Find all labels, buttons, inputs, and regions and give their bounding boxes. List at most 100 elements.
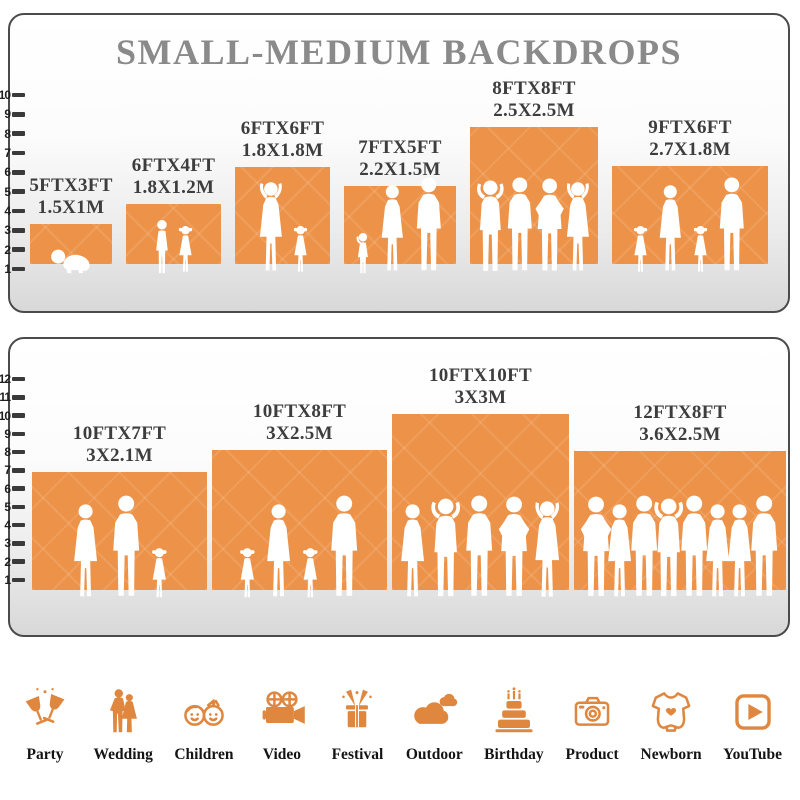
backdrop-cell: 7FTX5FT 2.2X1.5M (344, 137, 456, 264)
backdrop-size-ft: 7FTX5FT (358, 137, 442, 159)
backdrop-swatch (612, 166, 768, 264)
category-item-product: Product (565, 685, 619, 764)
ruler-tick: 7 (0, 146, 25, 160)
ruler-tick-label: 6 (4, 165, 11, 180)
backdrop-cell: 9FTX6FT 2.7X1.8M (612, 117, 768, 264)
backdrop-size-m: 3.6X2.5M (639, 423, 721, 445)
people-silhouettes (392, 494, 569, 600)
category-item-youtube: YouTube (723, 685, 782, 764)
ruler-tick: 5 (0, 500, 25, 514)
backdrop-cell: 8FTX8FT 2.5X2.5M (470, 78, 598, 264)
man-silhouette (411, 176, 447, 274)
children-icon (177, 685, 231, 739)
ruler-tick-label: 11 (0, 390, 11, 405)
backdrop-swatch (126, 204, 221, 264)
category-label: Wedding (93, 746, 153, 763)
category-label: Newborn (640, 746, 702, 763)
girl-silhouette (236, 547, 259, 600)
toddler-silhouette (353, 232, 373, 274)
backdrop-size-label: 10FTX8FT 3X2.5M (253, 401, 346, 444)
backdrop-swatch (235, 167, 330, 264)
backdrop-size-ft: 6FTX4FT (131, 155, 216, 177)
ruler-tick-mark (12, 577, 25, 583)
backdrop-cell: 12FTX8FT 3.6X2.5M (574, 402, 786, 590)
boy-silhouette (151, 219, 173, 274)
category-label: Video (262, 746, 302, 763)
backdrop-swatch (392, 414, 569, 590)
backdrop-size-ft: 10FTX8FT (252, 401, 347, 423)
category-item-children: Children (174, 685, 234, 764)
category-label: Children (174, 746, 234, 763)
ruler-tick-mark (12, 431, 25, 437)
ruler-tick-label: 6 (4, 481, 11, 496)
woman-silhouette (395, 503, 430, 600)
ruler-tick: 9 (0, 427, 25, 441)
backdrop-cell: 10FTX7FT 3X2.1M (32, 423, 207, 590)
people-silhouettes (612, 176, 768, 274)
ruler-tick: 6 (0, 165, 25, 179)
ruler-tick: 9 (0, 107, 25, 121)
people-silhouettes (235, 181, 330, 274)
backdrop-size-ft: 10FTX10FT (429, 365, 532, 387)
ruler-tick-label: 10 (0, 408, 11, 423)
category-label: Outdoor (405, 746, 463, 763)
people-silhouettes (574, 494, 786, 600)
ruler-tick-label: 9 (4, 107, 11, 122)
backdrop-size-label: 8FTX8FT 2.5X2.5M (492, 78, 575, 121)
people-silhouettes (212, 494, 387, 600)
backdrop-size-m: 3X2.5M (266, 422, 333, 444)
ruler-tick: 11 (0, 390, 25, 404)
ruler-tick-label: 8 (4, 126, 11, 141)
ruler-tick: 10 (0, 409, 25, 423)
ruler-tick-label: 1 (4, 261, 11, 276)
ruler-tick-mark (12, 468, 25, 473)
ruler-tick-mark (12, 266, 25, 272)
wedding-icon (96, 685, 150, 739)
ruler-tick-label: 4 (4, 203, 11, 218)
ruler-tick: 8 (0, 445, 25, 459)
people-silhouettes (30, 245, 112, 274)
category-item-newborn: Newborn (641, 685, 702, 764)
backdrop-size-label: 9FTX6FT 2.7X1.8M (648, 117, 731, 160)
ruler-tick: 1 (0, 262, 25, 276)
ruler-tick-mark (12, 376, 25, 382)
woman-silhouette (376, 184, 409, 274)
girl-silhouette (290, 225, 311, 274)
backdrop-size-label: 10FTX10FT 3X3M (429, 365, 532, 408)
people-silhouettes (470, 176, 598, 274)
page-title: SMALL-MEDIUM BACKDROPS (115, 32, 682, 72)
man-silhouette (714, 176, 750, 274)
ruler-tick: 2 (0, 243, 25, 257)
backdrop-cell: 10FTX10FT 3X3M (392, 365, 569, 590)
ruler-tick-mark (12, 413, 25, 418)
video-icon (255, 685, 309, 739)
backdrop-size-label: 5FTX3FT 1.5X1M (29, 175, 112, 218)
backdrop-size-m: 2.2X1.5M (359, 158, 441, 180)
backdrop-size-ft: 5FTX3FT (29, 175, 113, 197)
category-item-birthday: Birthday (484, 685, 544, 764)
newborn-icon (644, 685, 698, 739)
backdrop-swatch (32, 472, 207, 590)
ruler-tick-mark (12, 395, 25, 400)
ruler-tick-mark (12, 208, 25, 214)
ruler-medium-panel: 12 11 10 9 8 7 6 5 4 3 2 1 (0, 372, 25, 587)
backdrop-size-ft: 8FTX8FT (492, 78, 576, 100)
baby-silhouette (49, 245, 93, 274)
man-silhouette (460, 494, 498, 600)
category-row: Party Wedding Children Video Festival Outdoor… (18, 656, 782, 764)
backdrop-row-small: 5FTX3FT 1.5X1M 6FTX4FT 1.8X1.2M 6FTX6FT 1.8X1… (29, 78, 768, 264)
girl-silhouette (299, 547, 322, 600)
backdrop-cell: 6FTX4FT 1.8X1.2M (126, 155, 221, 264)
woman-silhouette (68, 503, 103, 600)
ruler-tick-label: 3 (4, 536, 11, 551)
ruler-tick-label: 12 (0, 372, 11, 386)
ruler-tick-label: 5 (4, 499, 11, 514)
ruler-tick: 6 (0, 482, 25, 496)
ruler-tick: 12 (0, 372, 25, 386)
ruler-tick-label: 5 (4, 184, 11, 199)
category-item-wedding: Wedding (93, 685, 153, 764)
people-silhouettes (344, 176, 456, 274)
ruler-tick-label: 7 (4, 145, 11, 160)
backdrop-swatch (470, 127, 598, 264)
